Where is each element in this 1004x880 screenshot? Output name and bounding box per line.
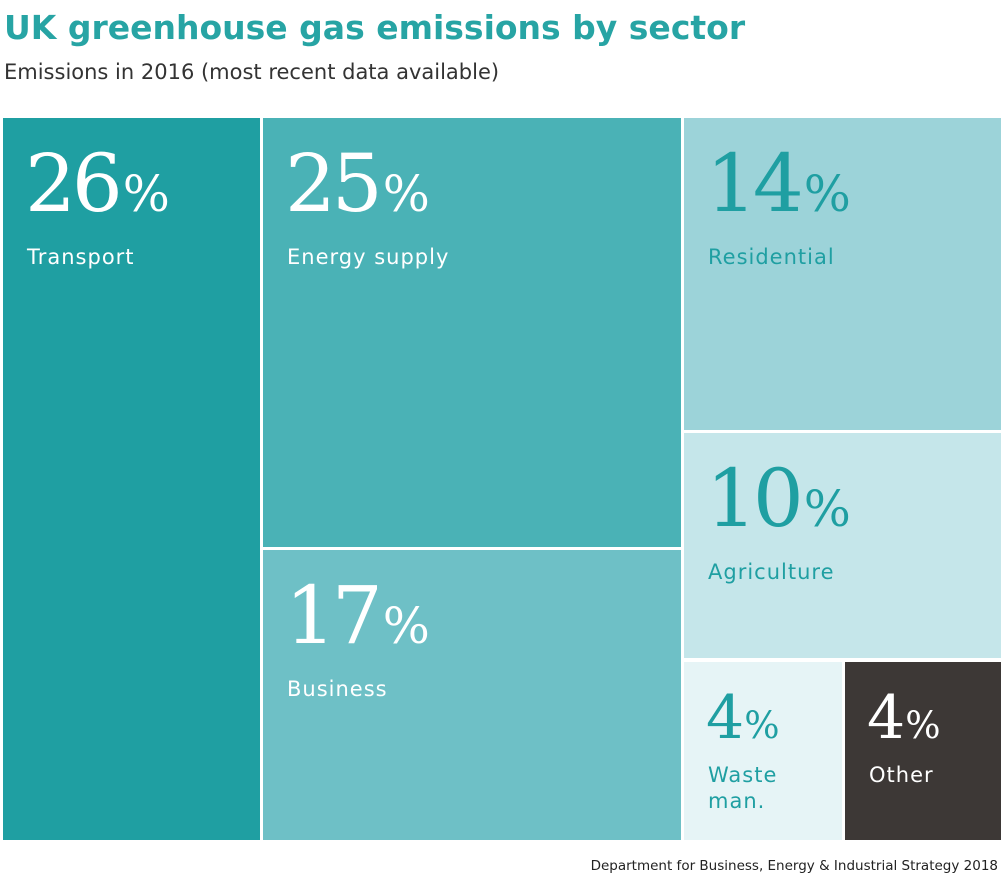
cell-value: 17% bbox=[285, 569, 430, 662]
treemap-cell-business: 17% Business bbox=[263, 550, 681, 840]
chart-subtitle: Emissions in 2016 (most recent data avai… bbox=[4, 60, 500, 84]
cell-label: Other bbox=[869, 763, 934, 787]
cell-value: 4% bbox=[867, 683, 941, 753]
cell-value: 10% bbox=[706, 452, 851, 545]
cell-value: 4% bbox=[706, 683, 780, 753]
source-note: Department for Business, Energy & Indust… bbox=[590, 858, 998, 874]
treemap-cell-agriculture: 10% Agriculture bbox=[684, 433, 1001, 658]
cell-label: Waste man. bbox=[708, 763, 778, 814]
cell-value: 26% bbox=[25, 137, 170, 230]
treemap-cell-residential: 14% Residential bbox=[684, 118, 1001, 430]
treemap-cell-transport: 26% Transport bbox=[3, 118, 260, 840]
treemap-cell-waste-man: 4% Waste man. bbox=[684, 662, 842, 840]
cell-label: Business bbox=[287, 677, 388, 701]
cell-value: 14% bbox=[706, 137, 851, 230]
cell-label: Energy supply bbox=[287, 245, 450, 269]
cell-label: Transport bbox=[27, 245, 135, 269]
cell-label: Agriculture bbox=[708, 560, 835, 584]
cell-label: Residential bbox=[708, 245, 835, 269]
treemap-cell-energy-supply: 25% Energy supply bbox=[263, 118, 681, 547]
cell-value: 25% bbox=[285, 137, 430, 230]
treemap-cell-other: 4% Other bbox=[845, 662, 1001, 840]
chart-title: UK greenhouse gas emissions by sector bbox=[4, 8, 746, 47]
